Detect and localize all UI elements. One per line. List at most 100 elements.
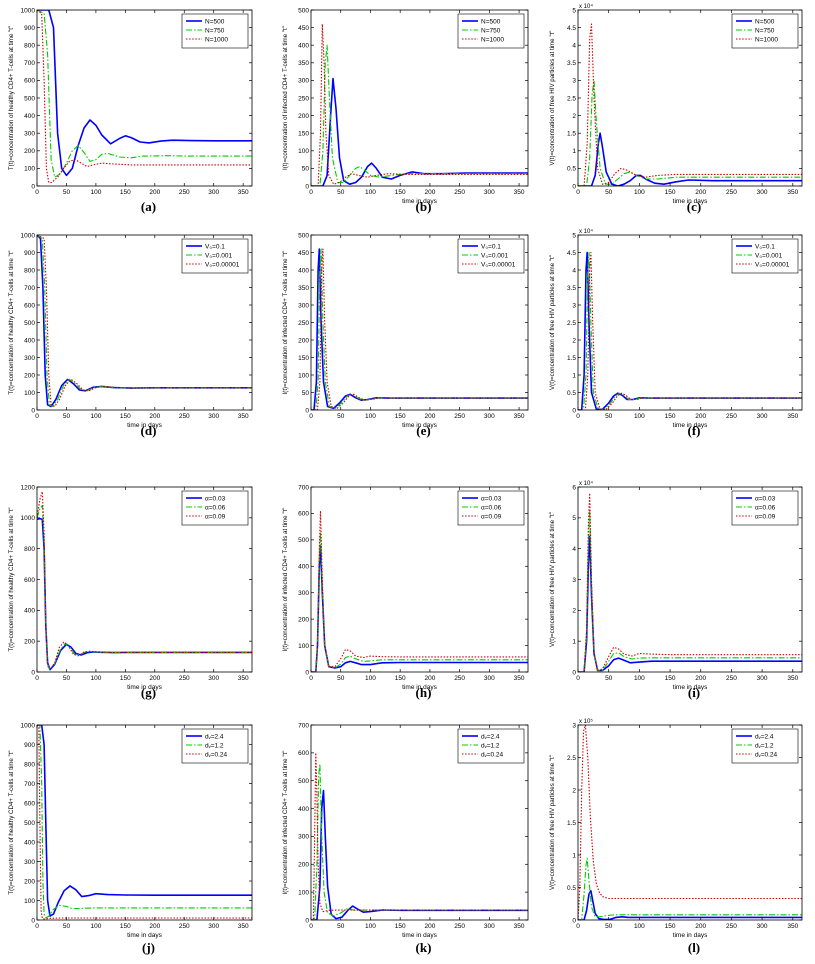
x-tick-label: 250 (726, 413, 737, 420)
axes-frame (310, 486, 529, 673)
x-tick-label: 300 (757, 413, 768, 420)
y-tick-label: 250 (298, 320, 309, 327)
x-tick-label: 0 (309, 413, 313, 420)
chart-panel: 0 50 100 150 200 250 300 350 0 50 100 150 200 250 300 3… (282, 7, 529, 214)
x-tick-label: 200 (424, 923, 435, 930)
series-line (578, 857, 802, 920)
series-line (578, 492, 802, 672)
legend-label: α=0.09 (755, 513, 776, 520)
series-group (578, 725, 802, 920)
x-axis-label: time in days (673, 932, 708, 939)
y-tick-label: 0 (31, 669, 35, 676)
y-tick-label: 400 (298, 43, 309, 50)
y-axis-label: T(t)=concentration of healthy CD4+ T-cel… (8, 26, 15, 170)
series-line (37, 10, 252, 177)
panel-caption: (h) (416, 685, 432, 700)
y-tick-label: 400 (298, 806, 309, 813)
x-tick-label: 50 (337, 675, 345, 682)
y-tick-label: 500 (298, 778, 309, 785)
series-line (37, 10, 252, 184)
x-axis-label: time in days (402, 932, 437, 939)
panel-caption: (i) (688, 685, 700, 700)
x-tick-label: 0 (35, 675, 39, 682)
y-tick-label: 300 (24, 355, 35, 362)
legend-label: α=0.03 (755, 495, 776, 502)
chart-panel: 0 50 100 150 200 250 300 350 0 1 2 3 4 5 6x 10⁴ V(t)=co… (549, 480, 803, 700)
x-axis-label: time in days (127, 684, 162, 691)
y-exponent-label: x 10⁴ (579, 3, 593, 10)
legend: α=0.03 α=0.06 α=0.09 (457, 490, 525, 526)
legend-box (181, 13, 249, 49)
y-tick-label: 0 (572, 183, 576, 190)
legend-box (181, 238, 249, 274)
y-tick-label: 50 (302, 390, 310, 397)
x-tick-label: 150 (665, 413, 676, 420)
legend: α=0.03 α=0.06 α=0.09 (731, 490, 799, 526)
x-tick-label: 50 (63, 189, 71, 196)
x-tick-label: 200 (695, 923, 706, 930)
series-line (578, 79, 802, 186)
x-tick-label: 350 (514, 189, 525, 196)
y-axis-label: V(t)=concentration of free HIV particles… (549, 31, 556, 166)
x-tick-label: 50 (605, 675, 613, 682)
y-tick-label: 700 (298, 484, 309, 491)
y-axis-label: T(t)=concentration of healthy CD4+ T-cel… (8, 507, 15, 651)
series-line (578, 725, 802, 920)
legend: dᵥ=2.4 dᵥ=1.2 dᵥ=0.24 (731, 728, 799, 764)
y-tick-label: 450 (298, 25, 309, 32)
x-tick-label: 100 (634, 923, 645, 930)
x-tick-label: 0 (576, 189, 580, 196)
y-tick-label: 0 (572, 407, 576, 414)
panel-caption: (d) (141, 423, 157, 438)
y-tick-label: 3 (572, 722, 576, 729)
legend-box (457, 728, 525, 764)
y-tick-label: 5 (572, 515, 576, 522)
x-tick-label: 250 (726, 675, 737, 682)
series-line (37, 725, 252, 920)
legend-label: dᵥ=2.4 (755, 733, 774, 740)
y-tick-label: 50 (302, 166, 310, 173)
y-tick-label: 300 (24, 859, 35, 866)
y-tick-label: 800 (24, 267, 35, 274)
legend-label: α=0.06 (755, 504, 776, 511)
x-tick-label: 50 (605, 413, 613, 420)
y-tick-label: 1000 (21, 7, 36, 14)
series-line (311, 44, 528, 186)
y-tick-label: 100 (298, 643, 309, 650)
y-tick-label: 500 (24, 95, 35, 102)
x-axis-label: time in days (402, 684, 437, 691)
x-tick-label: 200 (149, 413, 160, 420)
y-axis-label: I(t)=concentration of infected CD4+ T-ce… (282, 508, 289, 652)
x-tick-label: 100 (634, 413, 645, 420)
y-tick-label: 150 (298, 131, 309, 138)
series-group (37, 725, 252, 920)
y-tick-label: 0.5 (567, 390, 576, 397)
y-tick-label: 200 (24, 148, 35, 155)
y-tick-label: 3.5 (567, 285, 576, 292)
x-tick-label: 100 (634, 675, 645, 682)
x-tick-label: 200 (424, 675, 435, 682)
x-tick-label: 0 (576, 675, 580, 682)
x-tick-label: 0 (576, 923, 580, 930)
legend-label: V₀=0.1 (755, 243, 775, 250)
y-tick-label: 600 (298, 511, 309, 518)
y-tick-label: 100 (298, 889, 309, 896)
y-tick-label: 600 (298, 750, 309, 757)
y-tick-label: 0 (572, 917, 576, 924)
series-group (37, 491, 252, 671)
y-tick-label: 4 (572, 546, 576, 553)
y-tick-label: 200 (298, 113, 309, 120)
panel-caption: (c) (687, 199, 701, 214)
x-tick-label: 200 (149, 189, 160, 196)
x-tick-label: 200 (695, 675, 706, 682)
series-group (311, 752, 528, 920)
legend: dᵥ=2.4 dᵥ=1.2 dᵥ=0.24 (181, 728, 249, 764)
y-tick-label: 500 (298, 232, 309, 239)
y-tick-label: 700 (298, 722, 309, 729)
x-tick-label: 50 (63, 675, 71, 682)
y-tick-label: 3.5 (567, 60, 576, 67)
y-tick-label: 300 (298, 78, 309, 85)
y-tick-label: 1 (572, 148, 576, 155)
y-tick-label: 0 (31, 407, 35, 414)
y-tick-label: 1200 (21, 484, 36, 491)
